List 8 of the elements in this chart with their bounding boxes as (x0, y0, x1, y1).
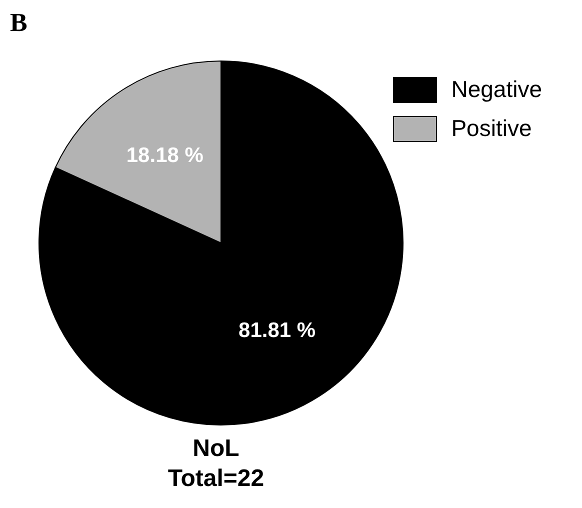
text: NoL (192, 434, 240, 464)
text: Total=22 (166, 464, 266, 494)
chart-title: B (10, 8, 28, 38)
data-label: 18.18 % (126, 144, 204, 168)
pie-slice (38, 60, 404, 426)
legend-label: Positive (451, 115, 532, 142)
legend-label: Negative (451, 76, 542, 103)
data-label: 81.81 % (238, 318, 316, 342)
